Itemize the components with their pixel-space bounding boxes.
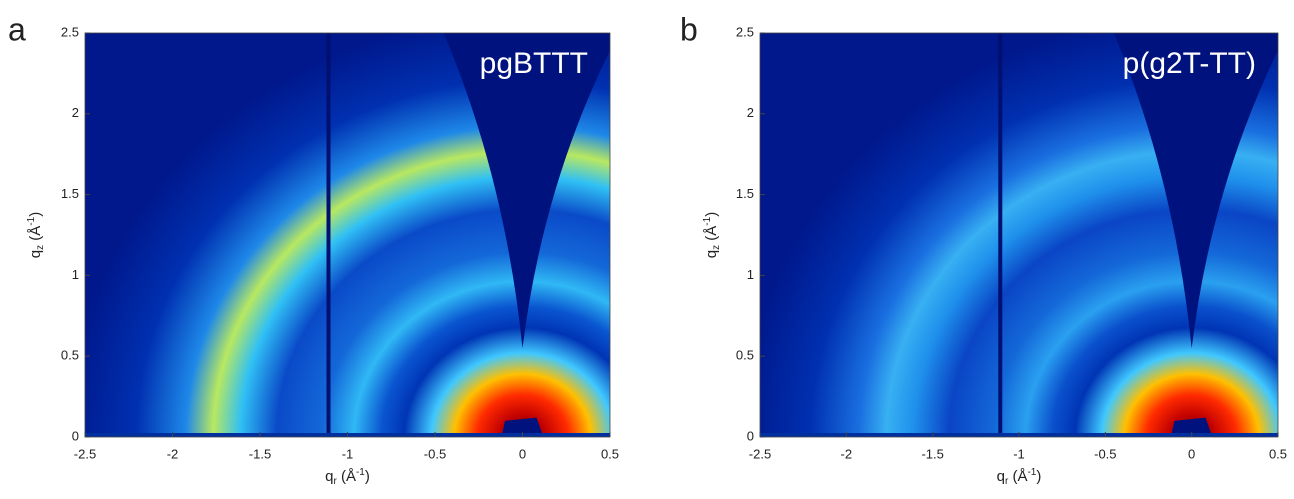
label-part: (Å [1008,468,1027,485]
panel-title: pgBTTT [480,47,588,80]
missing-wedge [443,33,610,349]
x-tick-label: 0 [519,446,526,461]
y-tick-label: 0 [747,428,754,443]
x-axis-label: qr (Å-1) [325,467,370,487]
heatmap [85,33,610,437]
label-part: -1 [356,467,365,478]
y-tick-label: 1.5 [736,186,754,201]
y-tick-label: 2 [747,105,754,120]
label-part: ) [365,468,370,485]
beamstop [501,417,544,437]
y-tick-label: 2.5 [736,24,754,39]
y-tick-label: 2.5 [61,24,79,39]
x-tick-label: -2 [167,446,179,461]
y-tick-label: 0.5 [736,348,754,363]
x-tick-label: -1 [1013,446,1025,461]
label-part: q [997,468,1005,485]
label-part: -1 [1027,467,1036,478]
label-part: ) [1036,468,1041,485]
x-tick-label: -1.5 [249,446,271,461]
label-part: (Å [27,226,44,245]
label-part: r [1005,476,1009,487]
x-tick-label: -2.5 [74,446,96,461]
panel-label: a [8,11,26,47]
label-part: q [325,468,333,485]
label-part: ) [703,212,720,217]
x-tick-label: 0 [1188,446,1195,461]
heatmap [760,33,1278,437]
x-tick-label: -2 [841,446,853,461]
y-axis-label: qz (Å-1) [702,212,722,258]
label-part: z [35,245,46,250]
x-axis-label: qr (Å-1) [997,467,1042,487]
panel-label: b [680,11,698,47]
label-part: q [703,250,720,258]
x-tick-label: -1.5 [921,446,943,461]
panel-title: p(g2T-TT) [1123,47,1256,80]
y-tick-label: 0.5 [61,348,79,363]
label-part: (Å [337,468,356,485]
x-tick-label: -1 [342,446,354,461]
x-tick-label: -0.5 [424,446,446,461]
y-tick-label: 0 [72,428,79,443]
y-tick-label: 1 [747,267,754,282]
label-part: z [711,245,722,250]
y-tick-label: 1.5 [61,186,79,201]
beamstop [1170,417,1213,437]
label-part: q [27,250,44,258]
label-part: -1 [26,216,37,225]
missing-wedge [1113,33,1278,349]
x-tick-label: -0.5 [1094,446,1116,461]
x-tick-label: 0.5 [1269,446,1287,461]
y-axis-label: qz (Å-1) [26,212,46,258]
label-part: -1 [702,216,713,225]
label-part: ) [27,212,44,217]
detector-gap [998,33,1003,437]
y-tick-label: 2 [72,105,79,120]
y-tick-label: 1 [72,267,79,282]
x-tick-label: -2.5 [749,446,771,461]
x-tick-label: 0.5 [601,446,619,461]
label-part: (Å [703,226,720,245]
label-part: r [333,476,337,487]
detector-gap [326,33,331,437]
